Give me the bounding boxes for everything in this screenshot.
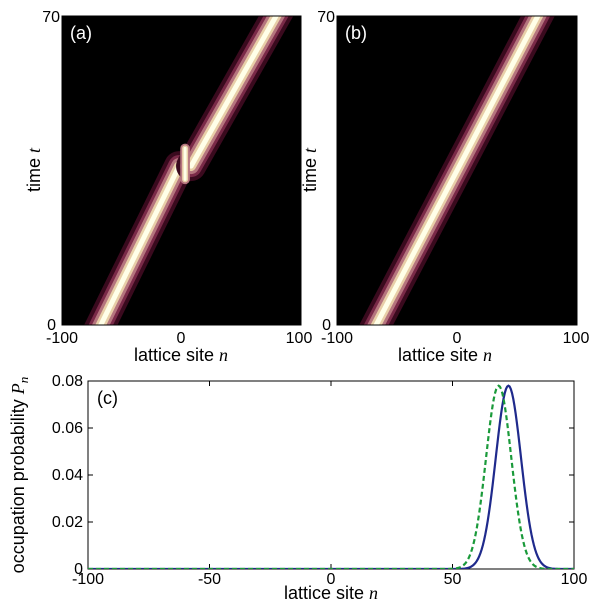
x-tick-label: -100 <box>321 330 353 347</box>
y-tick-label: 0 <box>322 317 331 334</box>
x-tick-label: 0 <box>453 330 462 347</box>
heatmap-a-frame <box>61 15 302 326</box>
x-tick-label: 100 <box>286 330 313 347</box>
x-tick-label: 100 <box>563 330 590 347</box>
x-tick-label: 0 <box>327 571 336 588</box>
panel-c: (c) -100 -50 0 50 100 0 0.02 0.04 0.06 0… <box>8 373 587 603</box>
series-line-0 <box>88 384 574 569</box>
panel-label-c: (c) <box>97 388 118 408</box>
x-tick-label: 50 <box>444 571 462 588</box>
x-tick-label: -50 <box>198 571 221 588</box>
x-tick-label: -100 <box>46 330 78 347</box>
panel-label-a: (a) <box>70 23 92 43</box>
plot-c-lines <box>88 384 574 569</box>
panel-a: (a) -100 0 100 0 70 lattice site n time … <box>24 9 312 365</box>
beam-segment <box>373 16 541 325</box>
y-tick-label: 0.02 <box>52 514 83 531</box>
y-tick-label: 70 <box>42 9 60 26</box>
y-axis-label-b: time t <box>300 147 320 192</box>
x-axis-label-a: lattice site n <box>134 345 228 365</box>
panel-b: (b) -100 0 100 0 70 lattice site n time … <box>300 9 589 365</box>
y-tick-label: 0.04 <box>52 467 83 484</box>
x-tick-label: 0 <box>177 330 186 347</box>
heatmap-b-beam <box>359 16 555 325</box>
y-tick-label: 0.06 <box>52 420 83 437</box>
beam-segment <box>188 16 279 169</box>
x-axis-label-c: lattice site n <box>284 583 378 603</box>
x-tick-label: 100 <box>561 571 588 588</box>
y-axis-label-c: occupation probability Pn <box>8 377 31 574</box>
x-tick-label: -100 <box>72 571 104 588</box>
heatmap-b-frame <box>336 15 578 326</box>
x-axis-label-b: lattice site n <box>398 345 492 365</box>
y-tick-label: 0.08 <box>52 373 83 390</box>
beam-segment <box>98 163 182 325</box>
y-tick-label: 0 <box>47 317 56 334</box>
heatmap-a-beam <box>84 16 294 325</box>
y-tick-label: 70 <box>317 9 335 26</box>
panel-label-b: (b) <box>345 23 367 43</box>
y-axis-label-a: time t <box>24 147 44 192</box>
y-tick-label: 0 <box>74 561 83 578</box>
